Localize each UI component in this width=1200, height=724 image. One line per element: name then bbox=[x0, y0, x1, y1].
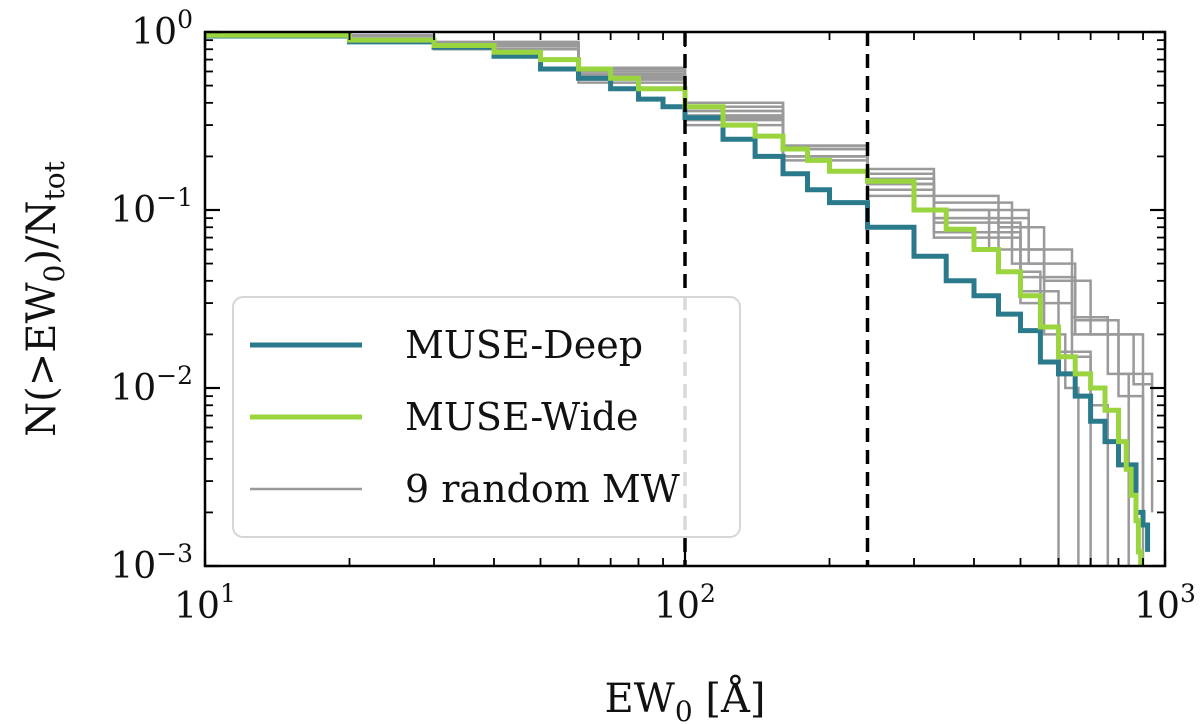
legend-box bbox=[232, 296, 741, 538]
legend-label: 9 random MW bbox=[405, 467, 680, 511]
muse-wide-line bbox=[205, 32, 1144, 566]
y-tick-label: 100 bbox=[131, 5, 193, 53]
x-tick-label: 101 bbox=[174, 579, 236, 627]
y-axis-label: N(>EW0)/Ntot bbox=[19, 160, 71, 436]
x-axis-label: EW0 [Å] bbox=[605, 675, 766, 724]
legend-label: MUSE-Deep bbox=[405, 323, 643, 367]
y-tick-label: 10−1 bbox=[110, 183, 193, 231]
y-tick-label: 10−3 bbox=[110, 539, 193, 587]
ticks-layer: 101 102 103 100 10−1 10−2 10−3 bbox=[110, 5, 1196, 627]
legend: MUSE-Deep MUSE-Wide 9 random MW bbox=[232, 296, 741, 538]
x-tick-label: 102 bbox=[654, 579, 716, 627]
plot-area bbox=[205, 32, 1154, 566]
y-tick-label: 10−2 bbox=[110, 361, 193, 409]
plot-frame bbox=[203, 30, 1167, 568]
x-tick-label: 103 bbox=[1134, 579, 1196, 627]
legend-label: MUSE-Wide bbox=[405, 395, 639, 439]
